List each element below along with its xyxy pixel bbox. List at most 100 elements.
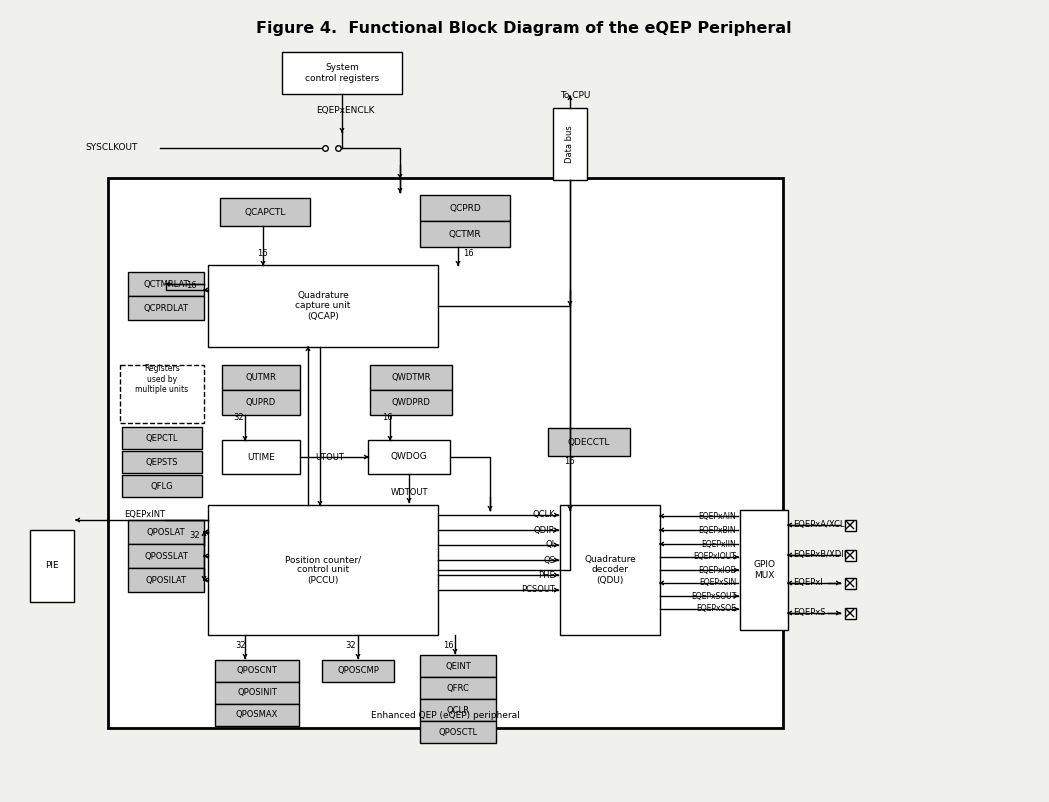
Text: QWDPRD: QWDPRD xyxy=(391,398,430,407)
Text: QUTMR: QUTMR xyxy=(245,373,277,382)
Text: QFRC: QFRC xyxy=(447,683,470,692)
Bar xyxy=(128,520,204,544)
Text: Quadrature
decoder
(QDU): Quadrature decoder (QDU) xyxy=(584,555,636,585)
Text: Position counter/
control unit
(PCCU): Position counter/ control unit (PCCU) xyxy=(285,555,361,585)
Text: EQEPxSOE: EQEPxSOE xyxy=(697,605,736,614)
Text: EQEPxI: EQEPxI xyxy=(793,578,822,588)
Text: QEINT: QEINT xyxy=(445,662,471,670)
Text: EQEPxIOUT: EQEPxIOUT xyxy=(693,553,736,561)
Text: Quadrature
capture unit
(QCAP): Quadrature capture unit (QCAP) xyxy=(296,291,350,321)
Bar xyxy=(420,677,496,699)
Text: Figure 4.  Functional Block Diagram of the eQEP Peripheral: Figure 4. Functional Block Diagram of th… xyxy=(256,21,792,35)
Text: UTOUT: UTOUT xyxy=(316,452,344,461)
Bar xyxy=(420,699,496,721)
Bar xyxy=(368,440,450,474)
Text: EQEPxINT: EQEPxINT xyxy=(125,509,166,519)
Text: GPIO
MUX: GPIO MUX xyxy=(753,561,775,580)
Text: UTIME: UTIME xyxy=(248,452,275,461)
Text: EQEPxIOE: EQEPxIOE xyxy=(699,565,736,574)
Text: System
control registers: System control registers xyxy=(305,63,379,83)
Bar xyxy=(222,390,300,415)
Text: To CPU: To CPU xyxy=(560,91,591,99)
Bar xyxy=(128,296,204,320)
Text: EQEPxSIN: EQEPxSIN xyxy=(699,578,736,588)
Bar xyxy=(122,475,202,497)
Bar xyxy=(420,195,510,221)
Text: 32: 32 xyxy=(345,641,356,650)
Text: EQEPxENCLK: EQEPxENCLK xyxy=(316,106,374,115)
Text: 32: 32 xyxy=(233,414,243,423)
Bar xyxy=(128,568,204,592)
Text: EQEPxB/XDIR: EQEPxB/XDIR xyxy=(793,550,850,560)
Bar xyxy=(128,544,204,568)
Text: QPOSINIT: QPOSINIT xyxy=(237,688,277,698)
Bar xyxy=(215,682,299,704)
Bar xyxy=(560,505,660,635)
Text: QCAPCTL: QCAPCTL xyxy=(244,208,285,217)
Bar xyxy=(120,365,204,423)
Bar xyxy=(420,721,496,743)
Bar xyxy=(122,451,202,473)
Text: EQEPxIIN: EQEPxIIN xyxy=(701,540,736,549)
Bar xyxy=(844,549,856,561)
Text: Registers
used by
multiple units: Registers used by multiple units xyxy=(135,364,189,394)
Text: QCLK: QCLK xyxy=(533,511,555,520)
Text: 32: 32 xyxy=(235,641,245,650)
Text: 16: 16 xyxy=(564,457,575,467)
Bar xyxy=(370,390,452,415)
Text: QDIR: QDIR xyxy=(534,525,555,534)
Text: QFLG: QFLG xyxy=(151,481,173,491)
Text: QCPRD: QCPRD xyxy=(449,204,480,213)
Text: 16: 16 xyxy=(257,249,267,258)
Bar xyxy=(282,52,402,94)
Text: QWDOG: QWDOG xyxy=(390,452,427,461)
Text: 16: 16 xyxy=(463,249,474,258)
Text: PCSOUT: PCSOUT xyxy=(521,585,555,594)
Bar xyxy=(420,655,496,677)
Text: QCTMRLAT: QCTMRLAT xyxy=(143,280,189,289)
Bar xyxy=(553,108,587,180)
Text: QEPSTS: QEPSTS xyxy=(146,457,178,467)
Text: QPOSCMP: QPOSCMP xyxy=(337,666,379,675)
Text: QPOSCTL: QPOSCTL xyxy=(438,727,477,736)
Text: QCTMR: QCTMR xyxy=(449,229,481,238)
Bar xyxy=(208,505,438,635)
Bar xyxy=(222,365,300,390)
Text: QPOSLAT: QPOSLAT xyxy=(147,528,186,537)
Text: QI: QI xyxy=(545,541,555,549)
Text: QWDTMR: QWDTMR xyxy=(391,373,431,382)
Text: PIE: PIE xyxy=(45,561,59,570)
Bar xyxy=(740,510,788,630)
Text: QCLR: QCLR xyxy=(447,706,470,715)
Text: EQEPxS: EQEPxS xyxy=(793,609,826,618)
Text: 32: 32 xyxy=(190,530,200,540)
Text: WDTOUT: WDTOUT xyxy=(390,488,428,497)
Bar xyxy=(215,660,299,682)
Bar xyxy=(122,427,202,449)
Bar xyxy=(222,440,300,474)
Bar xyxy=(220,198,311,226)
Text: QPOSMAX: QPOSMAX xyxy=(236,711,278,719)
Bar xyxy=(322,660,394,682)
Text: QEPCTL: QEPCTL xyxy=(146,434,178,443)
Text: QCPRDLAT: QCPRDLAT xyxy=(144,303,189,313)
Bar xyxy=(844,607,856,618)
Text: QPOSSLAT: QPOSSLAT xyxy=(144,552,188,561)
Text: QPOSILAT: QPOSILAT xyxy=(146,576,187,585)
Text: QPOSCNT: QPOSCNT xyxy=(237,666,277,675)
Text: Data bus: Data bus xyxy=(565,125,575,163)
Text: EQEPxBIN: EQEPxBIN xyxy=(699,525,736,534)
Bar xyxy=(420,221,510,247)
Text: QUPRD: QUPRD xyxy=(245,398,276,407)
Bar xyxy=(548,428,630,456)
Bar xyxy=(128,272,204,296)
Text: QS: QS xyxy=(543,556,555,565)
Text: 16: 16 xyxy=(443,641,453,650)
Bar xyxy=(215,704,299,726)
Bar xyxy=(208,265,438,347)
Text: EQEPxA/XCLK: EQEPxA/XCLK xyxy=(793,520,850,529)
Text: EQEPxAIN: EQEPxAIN xyxy=(699,512,736,520)
Bar xyxy=(844,577,856,589)
Bar xyxy=(108,178,783,728)
Text: Enhanced QEP (eQEP) peripheral: Enhanced QEP (eQEP) peripheral xyxy=(371,711,520,720)
